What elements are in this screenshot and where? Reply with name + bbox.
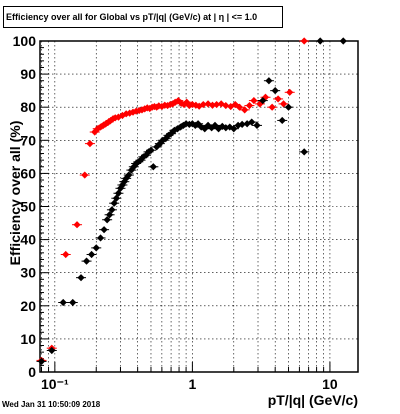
data-points [36, 37, 349, 366]
y-tick-label: 30 [20, 265, 36, 281]
y-tick-label: 50 [20, 199, 36, 215]
data-point [102, 120, 110, 128]
data-point [147, 146, 155, 154]
data-point [62, 250, 70, 259]
data-point [235, 103, 244, 111]
data-point [188, 100, 196, 109]
data-point [339, 37, 347, 45]
data-point [180, 100, 188, 109]
data-point [278, 116, 286, 125]
data-point [69, 298, 77, 307]
data-point [259, 96, 267, 105]
footer-timestamp: Wed Jan 31 10:50:09 2018 [2, 400, 101, 409]
chart-title: Efficiency over all for Global vs pT/|q|… [3, 6, 283, 28]
data-point [37, 357, 46, 366]
x-axis-label: pT/|q| (GeV/c) [268, 392, 358, 408]
series-black [36, 37, 349, 366]
data-point [286, 88, 294, 96]
data-point [105, 211, 114, 219]
data-point [118, 181, 127, 189]
data-point [231, 100, 239, 109]
y-tick-label: 90 [20, 66, 36, 82]
data-point [194, 120, 202, 128]
y-tick-label: 10 [20, 331, 36, 347]
data-point [300, 37, 308, 45]
data-point [48, 346, 56, 355]
y-tick-label: 80 [20, 99, 36, 115]
data-point [87, 250, 96, 259]
y-tick-label: 20 [20, 298, 36, 314]
data-point [268, 103, 276, 111]
data-point [204, 100, 212, 108]
data-point [274, 95, 282, 103]
data-point [256, 100, 264, 108]
data-point [112, 194, 120, 202]
y-axis-label: Efficiency over all (%) [7, 121, 23, 266]
data-point [213, 100, 221, 109]
data-point [77, 274, 85, 282]
y-tick-label: 0 [28, 364, 36, 380]
x-tick-labels: 10⁻¹ 1 10 [41, 376, 338, 392]
y-tick-labels: 0 10 20 30 40 50 60 70 80 90 100 [13, 33, 37, 380]
grid-lines [40, 40, 358, 373]
data-point [199, 100, 207, 109]
data-point [250, 96, 258, 105]
data-point [300, 148, 308, 156]
data-point [248, 118, 256, 126]
data-point [59, 298, 67, 307]
data-point [188, 120, 196, 128]
data-point [100, 226, 108, 234]
data-point [170, 126, 178, 134]
data-point [108, 206, 116, 214]
y-tick-label: 70 [20, 132, 36, 148]
data-point [253, 121, 261, 130]
x-tick-label: 1 [188, 376, 196, 392]
data-point [238, 120, 246, 129]
x-tick-label: 10⁻¹ [41, 376, 69, 392]
data-point [81, 171, 89, 179]
data-point [174, 96, 182, 105]
data-point [103, 216, 111, 224]
data-point [86, 140, 94, 148]
data-point [271, 87, 279, 95]
data-point [265, 77, 273, 85]
data-point [222, 101, 230, 110]
data-point [185, 101, 193, 110]
data-point [245, 101, 254, 110]
data-point [149, 163, 157, 171]
y-tick-label: 100 [13, 33, 37, 49]
data-point [96, 234, 105, 242]
plot-frame [39, 40, 359, 373]
data-point [284, 103, 293, 111]
y-tick-label: 40 [20, 232, 36, 248]
x-tick-label: 10 [322, 376, 338, 392]
data-point [92, 244, 100, 252]
series-red [36, 37, 310, 365]
data-point [82, 257, 91, 265]
data-point [73, 221, 81, 229]
data-point [125, 171, 133, 179]
data-point [241, 106, 249, 114]
data-point [195, 102, 203, 110]
data-point [279, 100, 288, 108]
y-tick-label: 60 [20, 165, 36, 181]
data-point [316, 37, 324, 45]
data-point [230, 125, 238, 133]
